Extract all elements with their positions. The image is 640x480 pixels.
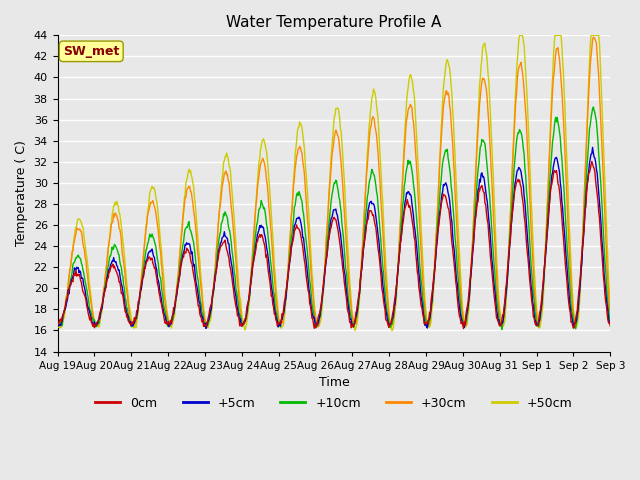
Y-axis label: Temperature ( C): Temperature ( C) [15, 141, 28, 246]
X-axis label: Time: Time [319, 376, 349, 389]
Text: SW_met: SW_met [63, 45, 120, 58]
Title: Water Temperature Profile A: Water Temperature Profile A [226, 15, 442, 30]
Legend: 0cm, +5cm, +10cm, +30cm, +50cm: 0cm, +5cm, +10cm, +30cm, +50cm [90, 392, 577, 415]
